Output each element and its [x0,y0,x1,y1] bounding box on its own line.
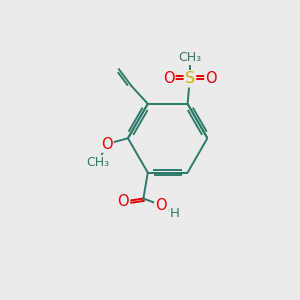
Text: CH₃: CH₃ [86,156,110,169]
Text: O: O [101,136,112,152]
Text: O: O [163,71,175,86]
Text: H: H [169,207,179,220]
Text: CH₃: CH₃ [178,51,202,64]
Text: O: O [118,194,129,209]
Text: O: O [205,71,217,86]
Text: S: S [185,71,195,86]
Text: O: O [155,197,167,212]
